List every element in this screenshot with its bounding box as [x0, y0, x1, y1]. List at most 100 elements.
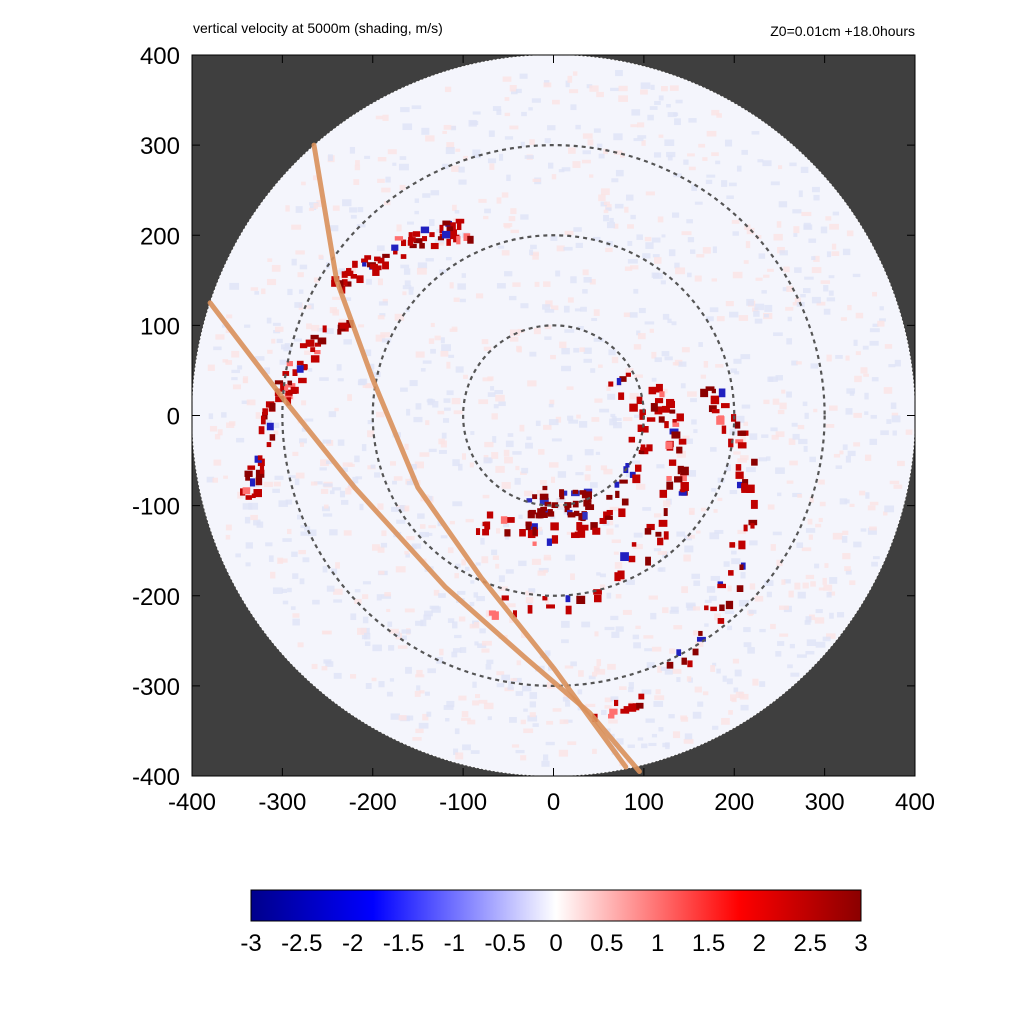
shading-cell [829, 612, 834, 619]
shading-cell [528, 107, 533, 111]
shading-cell [306, 323, 312, 330]
convective-cell [567, 512, 576, 518]
convective-cell [266, 442, 272, 448]
shading-cell [713, 509, 718, 513]
shading-cell [386, 608, 391, 613]
convective-cell [576, 522, 583, 531]
convective-cell [637, 424, 645, 432]
convective-cell [407, 240, 414, 246]
convective-cell [681, 657, 687, 665]
shading-cell [644, 648, 652, 652]
shading-cell [452, 648, 462, 653]
shading-cell [792, 433, 800, 440]
shading-cell [333, 588, 343, 595]
shading-cell [352, 476, 359, 484]
shading-cell [377, 546, 385, 553]
shading-cell [515, 749, 525, 754]
shading-cell [867, 527, 877, 535]
shading-cell [326, 460, 334, 465]
shading-cell [773, 233, 783, 241]
shading-cell [438, 449, 447, 454]
shading-cell [661, 234, 666, 238]
shading-cell [789, 460, 798, 466]
shading-cell [474, 694, 481, 699]
shading-cell [498, 586, 508, 591]
shading-cell [246, 399, 256, 406]
shading-cell [651, 272, 660, 278]
shading-cell [524, 490, 533, 497]
shading-cell [610, 615, 619, 621]
convective-cell [409, 243, 417, 249]
shading-cell [481, 640, 492, 646]
shading-cell [637, 333, 646, 340]
shading-cell [561, 620, 570, 628]
convective-cell [734, 421, 741, 429]
shading-cell [630, 214, 636, 220]
shading-cell [542, 754, 549, 761]
shading-cell [546, 652, 551, 656]
shading-cell [820, 280, 831, 284]
shading-cell [711, 152, 719, 157]
shading-cell [786, 480, 794, 484]
convective-cell [377, 265, 382, 271]
x-tick-label: -100 [439, 789, 487, 816]
convective-cell [537, 508, 546, 516]
shading-cell [872, 556, 880, 560]
shading-cell [815, 523, 822, 528]
shading-cell [828, 591, 836, 596]
shading-cell [855, 351, 861, 356]
shading-cell [414, 198, 420, 203]
shading-cell [543, 424, 552, 430]
shading-cell [336, 364, 342, 371]
convective-cell [669, 428, 679, 435]
shading-cell [709, 307, 719, 313]
shading-cell [438, 593, 446, 598]
convective-cell [636, 702, 644, 709]
shading-cell [574, 308, 582, 312]
shading-cell [667, 112, 677, 118]
shading-cell [628, 682, 634, 689]
shading-cell [596, 91, 604, 98]
shading-cell [293, 338, 303, 342]
shading-cell [377, 156, 387, 162]
shading-cell [443, 705, 454, 710]
shading-cell [627, 744, 635, 748]
shading-cell [770, 427, 778, 432]
y-tick-label: 100 [140, 313, 180, 340]
shading-cell [430, 348, 436, 354]
shading-cell [527, 602, 533, 608]
shading-cell [690, 249, 696, 254]
convective-cell [619, 376, 627, 382]
shading-cell [525, 442, 533, 449]
shading-cell [309, 205, 317, 211]
shading-cell [422, 193, 431, 198]
convective-cell [310, 334, 319, 340]
convective-cell [705, 386, 715, 391]
convective-cell [572, 500, 579, 508]
convective-cell [344, 270, 354, 277]
shading-cell [803, 445, 808, 452]
convective-cells [240, 218, 758, 722]
shading-cell [733, 358, 742, 364]
shading-cell [434, 335, 441, 341]
shading-cell [388, 645, 395, 651]
convective-cell [628, 436, 636, 443]
shading-cell [764, 580, 774, 586]
convective-cell [593, 589, 602, 595]
convective-cell [619, 479, 628, 484]
shading-cell [653, 513, 662, 518]
shading-cell [635, 625, 641, 630]
convective-cell [639, 413, 645, 420]
shading-cell [425, 532, 433, 536]
shading-cell [501, 482, 511, 489]
convective-cell [352, 260, 358, 268]
range-ring [281, 144, 826, 687]
shading-cell [458, 179, 467, 185]
shading-cell [611, 356, 619, 364]
shading-cell [880, 430, 889, 436]
shading-cell [654, 257, 662, 264]
shading-cell [417, 513, 425, 519]
shading-cell [419, 524, 426, 529]
convective-cell [620, 708, 630, 714]
shading-cell [452, 501, 463, 507]
